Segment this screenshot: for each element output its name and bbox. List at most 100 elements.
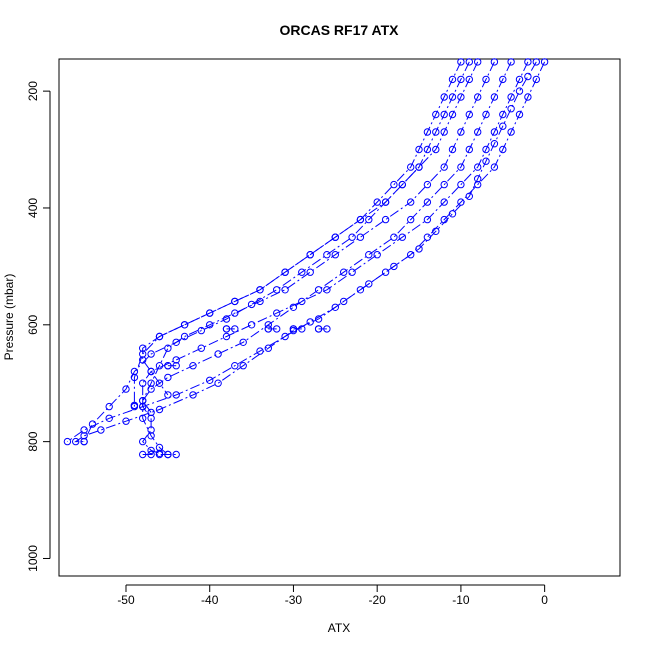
- series-line: [142, 61, 529, 454]
- y-tick-label: 400: [26, 198, 40, 218]
- data-point: [407, 215, 415, 224]
- data-point: [306, 251, 314, 259]
- x-tick-label: -10: [452, 593, 470, 607]
- data-point: [172, 356, 180, 364]
- data-point: [432, 128, 440, 136]
- data-point: [231, 325, 239, 333]
- data-point: [440, 180, 448, 189]
- data-point: [499, 75, 507, 84]
- data-point: [314, 325, 323, 333]
- data-point: [465, 58, 473, 66]
- data-point: [122, 417, 130, 425]
- data-point: [524, 93, 532, 101]
- data-point: [247, 321, 256, 329]
- data-point: [381, 215, 390, 224]
- data-point: [440, 93, 448, 101]
- data-point: [474, 128, 482, 136]
- data-point: [63, 437, 72, 446]
- data-point: [448, 93, 457, 101]
- x-tick-label: -50: [117, 593, 135, 607]
- data-point: [482, 75, 490, 84]
- data-point: [448, 75, 457, 84]
- data-point: [331, 233, 339, 241]
- series-line: [142, 61, 495, 455]
- profile-series: [289, 325, 306, 333]
- data-point: [540, 58, 549, 66]
- y-axis: 200 400 600 800 1000: [26, 81, 51, 572]
- data-point: [139, 437, 147, 446]
- data-point: [130, 367, 139, 376]
- data-point: [239, 338, 247, 346]
- data-point: [139, 379, 147, 387]
- data-point: [172, 391, 180, 399]
- data-point: [390, 233, 398, 241]
- data-point: [139, 450, 147, 459]
- data-point: [139, 397, 147, 405]
- series-line: [67, 61, 546, 443]
- profile-series: [139, 450, 180, 459]
- data-point: [340, 268, 348, 276]
- data-point: [264, 321, 272, 329]
- data-point: [423, 198, 432, 206]
- data-point: [147, 426, 155, 434]
- data-point: [423, 180, 432, 189]
- data-point: [130, 401, 139, 410]
- x-tick-label: -20: [369, 593, 387, 607]
- data-point: [239, 362, 247, 370]
- data-point: [482, 157, 490, 165]
- data-point: [231, 362, 239, 370]
- data-point: [365, 251, 373, 259]
- profile-series: [222, 325, 239, 333]
- data-point: [164, 344, 172, 352]
- data-point: [139, 344, 147, 352]
- data-point: [72, 437, 80, 446]
- data-point: [155, 443, 164, 452]
- data-point: [139, 350, 147, 358]
- data-point: [164, 362, 172, 370]
- data-point: [507, 93, 515, 101]
- profile-series: [164, 362, 180, 370]
- data-point: [256, 286, 264, 294]
- data-point: [155, 379, 164, 387]
- data-point: [348, 268, 356, 276]
- data-point: [457, 180, 465, 189]
- data-point: [306, 318, 314, 326]
- data-point: [256, 297, 264, 306]
- data-point: [432, 145, 440, 154]
- data-point: [80, 432, 88, 440]
- data-point: [97, 426, 105, 434]
- data-point: [457, 198, 465, 206]
- data-point: [155, 450, 164, 459]
- data-point: [273, 286, 281, 294]
- profile-series: [130, 58, 465, 411]
- x-tick-label: -30: [285, 593, 303, 607]
- data-point: [365, 280, 373, 288]
- data-point: [440, 128, 448, 136]
- data-point: [206, 321, 214, 329]
- data-point: [147, 414, 155, 422]
- data-point: [465, 110, 473, 119]
- data-point: [490, 140, 499, 148]
- series-line: [142, 61, 479, 396]
- data-point: [356, 233, 365, 241]
- data-point: [206, 376, 214, 384]
- data-point: [189, 391, 197, 399]
- data-point: [231, 309, 239, 317]
- data-point: [423, 215, 432, 224]
- data-point: [507, 105, 515, 113]
- y-axis-label: Pressure (mbar): [2, 274, 16, 361]
- data-point: [423, 128, 432, 136]
- data-point: [490, 93, 499, 101]
- data-point: [214, 379, 222, 387]
- data-point: [474, 163, 482, 171]
- data-point: [172, 450, 180, 459]
- x-axis: -50 -40 -30 -20 -10 0: [117, 584, 548, 607]
- data-point: [415, 145, 423, 154]
- data-point: [524, 58, 532, 66]
- profile-series: [63, 58, 549, 446]
- data-point: [273, 325, 281, 333]
- data-point: [448, 110, 457, 119]
- y-tick-label: 200: [26, 81, 40, 101]
- data-point: [524, 72, 532, 81]
